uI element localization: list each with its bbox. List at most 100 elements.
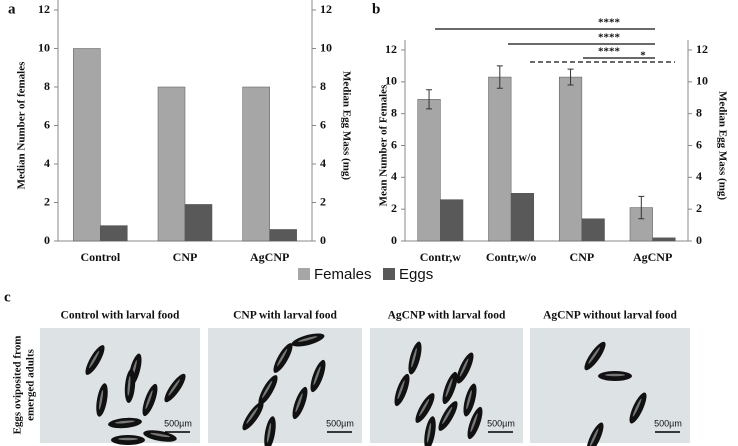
egg-shine bbox=[127, 375, 131, 396]
y-tick-label: 12 bbox=[38, 2, 50, 16]
panel-label: b bbox=[372, 1, 380, 17]
bar bbox=[652, 237, 676, 242]
bar bbox=[157, 86, 186, 242]
scale-bar-label: 500µm bbox=[164, 418, 192, 428]
legend-label: Females bbox=[314, 266, 372, 283]
egg-shine bbox=[426, 422, 432, 443]
y2-tick-label: 8 bbox=[696, 105, 702, 119]
y2-tick-label: 8 bbox=[320, 79, 326, 93]
egg-shine bbox=[246, 407, 259, 424]
y2-tick-label: 10 bbox=[320, 40, 332, 54]
error-bar bbox=[496, 65, 503, 89]
y2-tick-label: 12 bbox=[320, 2, 332, 16]
photo: 500µm bbox=[40, 328, 200, 445]
y2-tick-label: 12 bbox=[696, 42, 708, 56]
photo: 500µm bbox=[530, 328, 690, 446]
egg-shine bbox=[266, 422, 272, 443]
egg-shine bbox=[632, 398, 642, 417]
photo-title: Control with larval food bbox=[61, 310, 181, 322]
y-tick-label: 2 bbox=[44, 194, 50, 208]
egg-shine bbox=[150, 432, 171, 438]
y-tick-label: 6 bbox=[391, 137, 397, 151]
egg-shine bbox=[589, 428, 599, 446]
y-tick-label: 8 bbox=[391, 105, 397, 119]
x-tick-label: Contr,w/o bbox=[486, 250, 537, 264]
egg-shine bbox=[442, 406, 453, 425]
x-tick-label: AgCNP bbox=[250, 250, 289, 264]
y2-tick-label: 2 bbox=[696, 201, 702, 215]
egg-shine bbox=[298, 336, 318, 342]
y-tick-label: 0 bbox=[44, 233, 50, 247]
egg-shine bbox=[397, 380, 405, 400]
bar bbox=[558, 76, 583, 242]
x-tick-label: CNP bbox=[570, 250, 595, 264]
y2-tick-label: 6 bbox=[696, 137, 702, 151]
y2-tick-label: 4 bbox=[696, 169, 702, 183]
y2-axis-label: Median Egg Mass (mg) bbox=[340, 71, 352, 180]
y2-tick-label: 6 bbox=[320, 117, 326, 131]
egg-shine bbox=[98, 389, 104, 410]
bar bbox=[510, 193, 535, 242]
y2-tick-label: 10 bbox=[696, 74, 708, 88]
y-tick-label: 6 bbox=[44, 117, 50, 131]
bar bbox=[100, 225, 128, 242]
egg-shine bbox=[145, 390, 153, 410]
egg-shine bbox=[459, 358, 469, 377]
panel-label: a bbox=[8, 1, 16, 17]
error-bar bbox=[567, 68, 574, 86]
y-tick-label: 10 bbox=[38, 40, 50, 54]
x-tick-label: AgCNP bbox=[633, 250, 672, 264]
photo-bg bbox=[530, 328, 690, 443]
y-axis-label: Median Number of females bbox=[16, 61, 28, 190]
egg-shine bbox=[445, 378, 453, 398]
bar bbox=[581, 218, 605, 242]
egg-shine bbox=[313, 366, 321, 386]
scale-bar-label: 500µm bbox=[487, 418, 515, 428]
y-tick-label: 12 bbox=[385, 42, 397, 56]
egg-shine bbox=[411, 348, 417, 368]
egg-shine bbox=[114, 420, 135, 424]
legend-label: Eggs bbox=[399, 266, 433, 283]
bar bbox=[440, 199, 464, 242]
bar bbox=[417, 99, 441, 242]
bar bbox=[488, 76, 512, 242]
scale-bar-label: 500µm bbox=[654, 418, 682, 428]
egg-shine bbox=[295, 393, 303, 413]
significance-label: **** bbox=[598, 46, 621, 58]
y-tick-label: 10 bbox=[385, 74, 397, 88]
egg-shine bbox=[419, 398, 430, 417]
bar bbox=[73, 48, 101, 242]
photo-title: CNP with larval food bbox=[233, 310, 337, 322]
photo: 500µm bbox=[370, 328, 523, 446]
egg-shine bbox=[588, 347, 601, 364]
photo-title: AgCNP without larval food bbox=[543, 310, 677, 322]
y-axis-label: emerged adults bbox=[25, 348, 37, 421]
egg-shine bbox=[168, 379, 181, 396]
y2-tick-label: 0 bbox=[320, 233, 326, 247]
egg-shine bbox=[89, 350, 100, 369]
error-bar bbox=[426, 89, 433, 110]
panel-label: c bbox=[4, 289, 11, 305]
egg-shine bbox=[277, 348, 288, 367]
egg-shine bbox=[466, 390, 472, 410]
y2-tick-label: 0 bbox=[696, 233, 702, 247]
legend-swatch bbox=[298, 268, 310, 280]
scale-bar-label: 500µm bbox=[326, 418, 354, 428]
y2-axis-label: Median Egg Mass (mg) bbox=[716, 91, 728, 200]
y2-tick-label: 2 bbox=[320, 194, 326, 208]
y2-tick-label: 4 bbox=[320, 156, 326, 170]
egg-shine bbox=[605, 373, 625, 377]
photo: 500µm bbox=[208, 328, 362, 446]
bar bbox=[184, 204, 213, 242]
significance-label: * bbox=[640, 50, 646, 62]
bar bbox=[242, 86, 270, 242]
egg-shine bbox=[470, 413, 478, 433]
egg-shine bbox=[262, 380, 273, 399]
bar bbox=[269, 229, 297, 242]
x-tick-label: CNP bbox=[173, 250, 198, 264]
y-tick-label: 4 bbox=[391, 169, 397, 183]
x-tick-label: Control bbox=[80, 250, 120, 264]
x-tick-label: Contr,w bbox=[420, 250, 462, 264]
error-bar bbox=[638, 195, 645, 220]
